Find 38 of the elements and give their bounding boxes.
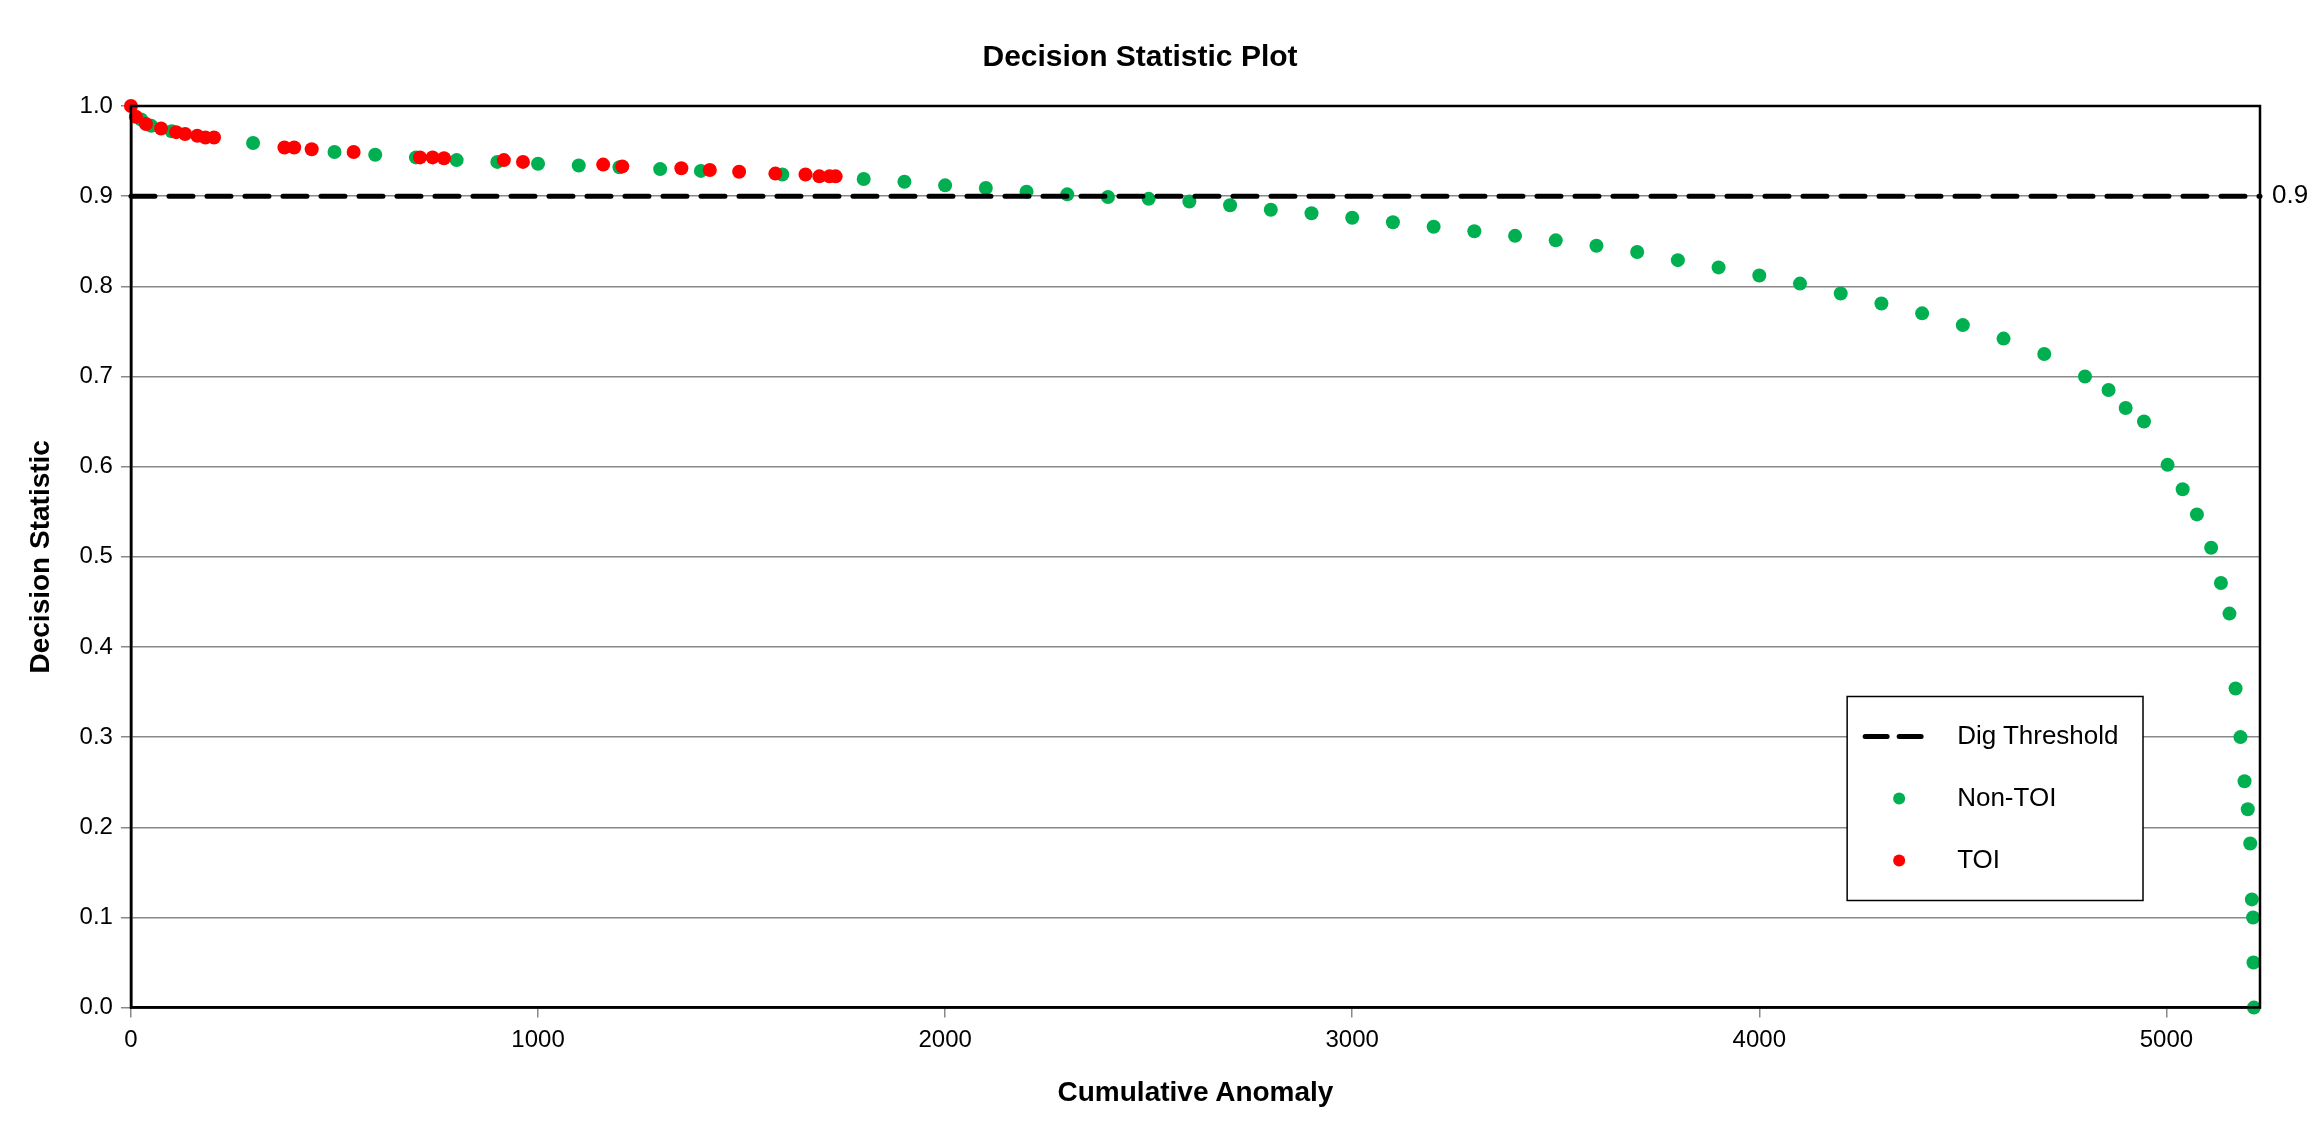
y-tick-label: 0.9 xyxy=(79,180,113,208)
point xyxy=(596,157,611,172)
x-tick-label: 1000 xyxy=(511,1024,565,1052)
y-axis-title: Decision Statistic xyxy=(23,440,55,674)
x-tick-label: 2000 xyxy=(918,1024,972,1052)
point xyxy=(674,161,689,176)
point xyxy=(437,151,452,166)
point xyxy=(154,121,169,136)
point xyxy=(207,130,222,145)
y-tick-label: 0.2 xyxy=(79,811,113,839)
x-tick-label: 0 xyxy=(124,1024,138,1052)
y-tick-label: 0.5 xyxy=(79,541,113,569)
point xyxy=(139,117,154,132)
y-tick-label: 0.6 xyxy=(79,451,113,479)
y-tick-label: 0.1 xyxy=(79,902,113,930)
legend-label: Dig Threshold xyxy=(1957,719,2119,750)
x-tick-label: 4000 xyxy=(1732,1024,1786,1052)
x-tick-label: 5000 xyxy=(2139,1024,2194,1052)
chart-title: Decision Statistic Plot xyxy=(982,39,1298,73)
x-axis-title: Cumulative Anomaly xyxy=(1057,1075,1334,1107)
y-tick-label: 0.4 xyxy=(79,631,113,659)
annotation: 0.9 xyxy=(2272,179,2308,210)
point xyxy=(287,140,302,155)
point xyxy=(304,142,319,157)
point xyxy=(412,150,427,165)
x-tick-label: 3000 xyxy=(1325,1024,1379,1052)
y-tick-label: 0.3 xyxy=(79,721,113,749)
y-tick-label: 0.0 xyxy=(79,992,113,1020)
legend-label: Non-TOI xyxy=(1957,781,2057,812)
point xyxy=(732,164,747,179)
legend-label: TOI xyxy=(1957,843,2001,874)
point xyxy=(515,154,530,169)
y-tick-label: 0.7 xyxy=(79,361,113,389)
point xyxy=(798,167,813,182)
y-tick-label: 0.8 xyxy=(79,270,113,298)
point xyxy=(178,126,193,141)
point xyxy=(346,144,361,159)
y-tick-label: 1.0 xyxy=(79,90,113,118)
